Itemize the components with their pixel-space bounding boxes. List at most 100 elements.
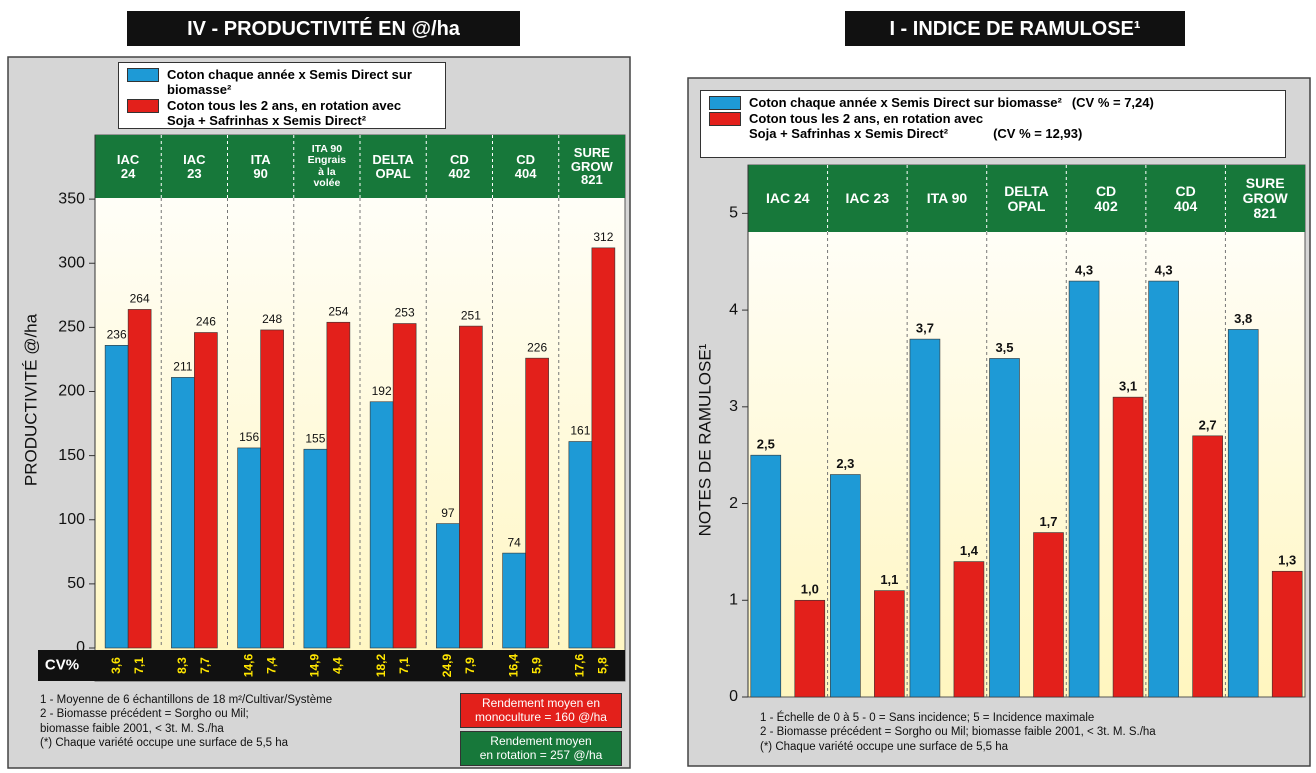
value-label: 251	[461, 308, 481, 322]
cv-value: 24,9	[440, 653, 454, 677]
category-label: ITA 90 Engrais à la volée	[307, 143, 347, 189]
category-label: IAC 23	[183, 151, 206, 181]
y-tick-label: 1	[729, 591, 738, 608]
bar	[1112, 396, 1144, 698]
value-label: 264	[130, 292, 150, 306]
legend-entry: Coton chaque année x Semis Direct sur bi…	[709, 95, 1277, 110]
cv-row-label: CV%	[45, 656, 79, 673]
legend-swatch	[127, 99, 159, 113]
legend-swatch	[709, 96, 741, 110]
legend-label: Coton tous les 2 ans, en rotation avec S…	[167, 98, 402, 128]
value-label: 1,7	[1039, 514, 1057, 529]
cv-value: 7,7	[198, 657, 212, 674]
value-label: 253	[395, 306, 415, 320]
bar	[591, 247, 616, 649]
category-label: IAC 24	[116, 151, 140, 181]
bar	[104, 345, 129, 649]
legend-cv: (CV % = 12,93)	[993, 126, 1083, 141]
y-tick-label: 50	[67, 575, 85, 592]
legend: Coton chaque année x Semis Direct sur bi…	[118, 62, 446, 129]
cv-value: 14,6	[241, 653, 255, 677]
value-label: 97	[441, 506, 455, 520]
y-tick-label: 300	[58, 254, 85, 271]
value-label: 254	[328, 304, 348, 318]
value-label: 211	[173, 360, 192, 374]
y-tick-label: 4	[729, 301, 738, 318]
cv-value: 17,6	[573, 653, 587, 677]
summary-box: Rendement moyen en rotation = 257 @/ha	[460, 731, 622, 766]
cv-value: 5,8	[596, 657, 610, 674]
bar	[127, 309, 152, 649]
note-line: (*) Chaque variété occupe une surface de…	[40, 737, 289, 750]
value-label: 4,3	[1155, 263, 1173, 278]
notes: 1 - Moyenne de 6 échantillons de 18 m²/C…	[40, 693, 460, 751]
bar	[502, 552, 526, 649]
value-label: 3,7	[916, 321, 934, 336]
bar	[953, 561, 985, 698]
y-tick-label: 0	[729, 688, 738, 705]
cv-row	[38, 650, 625, 681]
cv-value: 4,4	[331, 657, 345, 674]
legend-label: Coton chaque année x Semis Direct sur bi…	[167, 67, 412, 97]
category-label: IAC 23	[845, 190, 890, 207]
bar	[436, 523, 460, 649]
cv-value: 8,3	[175, 657, 189, 674]
category-label: CD 404	[1173, 182, 1198, 214]
value-label: 156	[239, 430, 259, 444]
value-label: 248	[262, 312, 282, 326]
bar	[750, 454, 782, 698]
y-tick-label: 200	[58, 383, 85, 400]
bar	[568, 441, 593, 649]
bar	[237, 447, 261, 649]
y-tick-label: 100	[58, 511, 85, 528]
legend-cv: (CV % = 7,24)	[1071, 95, 1154, 110]
value-label: 312	[593, 230, 613, 244]
chart-title: IV - PRODUCTIVITÉ EN @/ha	[187, 17, 461, 40]
category-label: SURE GROW 821	[570, 145, 613, 188]
note-line: 2 - Biomasse précédent = Sorgho ou Mil; …	[40, 708, 249, 735]
bar	[260, 329, 284, 649]
bar	[874, 590, 905, 698]
bar	[525, 357, 549, 649]
legend-label: Coton chaque année x Semis Direct sur bi…	[749, 95, 1062, 110]
bar	[303, 448, 328, 649]
chart-title: I - INDICE DE RAMULOSE¹	[889, 18, 1140, 40]
summary-box: Rendement moyen en monoculture = 160 @/h…	[460, 693, 622, 728]
value-label: 3,5	[995, 340, 1013, 355]
note-line: 1 - Échelle de 0 à 5 - 0 = Sans incidenc…	[760, 712, 1095, 724]
y-tick-label: 2	[729, 495, 738, 512]
bar	[369, 401, 394, 649]
value-label: 2,7	[1199, 417, 1217, 432]
bar	[459, 325, 483, 649]
bar	[909, 338, 941, 698]
bar	[194, 332, 218, 649]
y-tick-label: 5	[729, 205, 738, 222]
legend-entry: Coton tous les 2 ans, en rotation avec S…	[127, 98, 437, 128]
category-label: DELTA OPAL	[1004, 182, 1049, 214]
y-axis-title: NOTES DE RAMULOSE¹	[695, 343, 714, 536]
legend-label: Coton tous les 2 ans, en rotation avec S…	[749, 111, 984, 141]
category-label: CD 404	[514, 151, 537, 181]
category-label: DELTA OPAL	[372, 151, 414, 181]
cv-value: 18,2	[374, 653, 388, 677]
note-line: (*) Chaque variété occupe une surface de…	[760, 740, 1009, 753]
cv-value: 7,1	[397, 657, 411, 674]
value-label: 4,3	[1075, 263, 1093, 278]
category-label: ITA 90	[250, 151, 271, 181]
legend-swatch	[127, 68, 159, 82]
legend-entry: Coton tous les 2 ans, en rotation avec S…	[709, 111, 1277, 141]
bar	[989, 358, 1020, 698]
note-line: 1 - Moyenne de 6 échantillons de 18 m²/C…	[40, 694, 333, 706]
value-label: 226	[527, 340, 547, 354]
bar	[830, 474, 861, 698]
legend-entry: Coton chaque année x Semis Direct sur bi…	[127, 67, 437, 97]
bar	[1068, 280, 1100, 698]
bar	[392, 323, 417, 649]
cv-value: 16,4	[506, 653, 520, 677]
y-tick-label: 350	[58, 190, 85, 207]
y-tick-label: 3	[729, 398, 738, 415]
value-label: 2,5	[757, 437, 775, 452]
value-label: 246	[196, 315, 216, 329]
